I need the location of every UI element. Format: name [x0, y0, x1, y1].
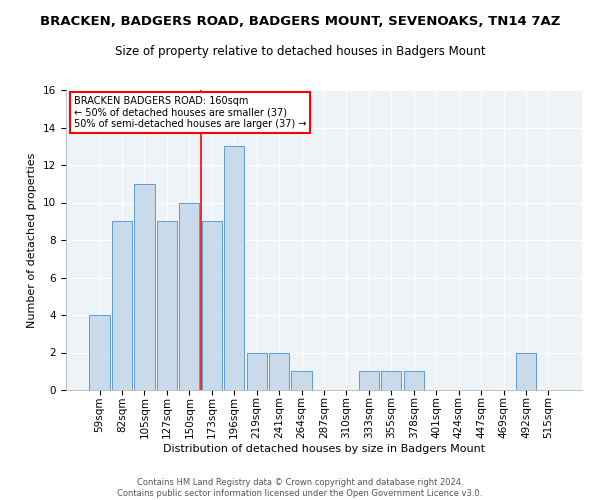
Bar — [89, 315, 110, 390]
Bar — [404, 371, 424, 390]
Text: Contains HM Land Registry data © Crown copyright and database right 2024.
Contai: Contains HM Land Registry data © Crown c… — [118, 478, 482, 498]
Bar — [224, 146, 244, 390]
Bar — [202, 221, 222, 390]
Bar — [157, 221, 177, 390]
Bar — [381, 371, 401, 390]
Text: BRACKEN, BADGERS ROAD, BADGERS MOUNT, SEVENOAKS, TN14 7AZ: BRACKEN, BADGERS ROAD, BADGERS MOUNT, SE… — [40, 15, 560, 28]
Bar — [179, 202, 199, 390]
Bar — [134, 184, 155, 390]
Bar — [359, 371, 379, 390]
Bar — [269, 352, 289, 390]
Bar — [247, 352, 267, 390]
Bar — [516, 352, 536, 390]
Bar — [112, 221, 132, 390]
X-axis label: Distribution of detached houses by size in Badgers Mount: Distribution of detached houses by size … — [163, 444, 485, 454]
Text: BRACKEN BADGERS ROAD: 160sqm
← 50% of detached houses are smaller (37)
50% of se: BRACKEN BADGERS ROAD: 160sqm ← 50% of de… — [74, 96, 306, 129]
Text: Size of property relative to detached houses in Badgers Mount: Size of property relative to detached ho… — [115, 45, 485, 58]
Bar — [292, 371, 311, 390]
Y-axis label: Number of detached properties: Number of detached properties — [28, 152, 37, 328]
